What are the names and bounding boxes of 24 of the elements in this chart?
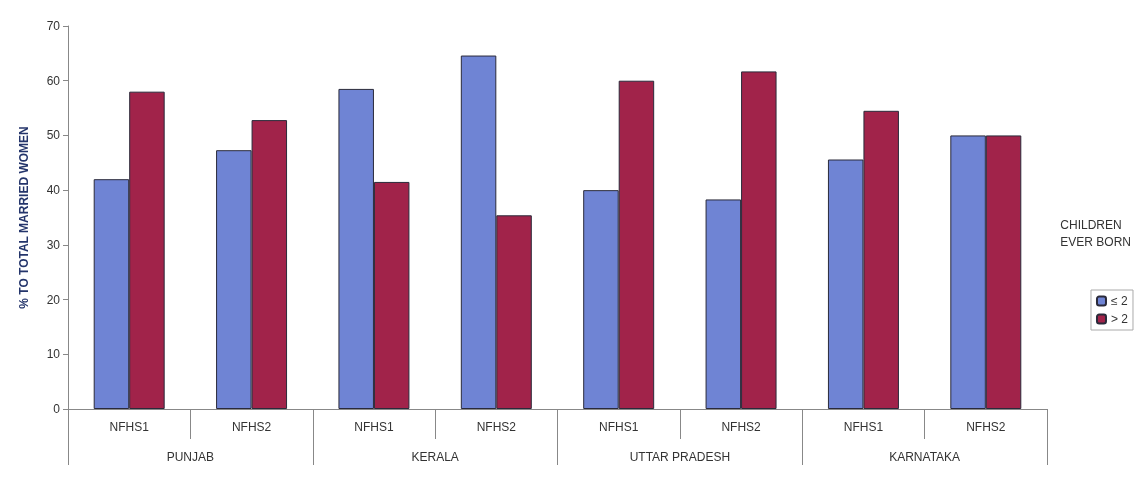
y-tick-label: 10: [46, 347, 61, 362]
text: KERALA: [411, 450, 459, 464]
y-tick-label: 60: [46, 73, 61, 88]
legend-title: CHILDREN EVER BORN: [1060, 217, 1132, 249]
x-tick-label: NFHS2: [476, 420, 517, 434]
y-axis-title: % TO TOTAL MARRIED WOMEN: [17, 126, 31, 309]
x-tick-label: NFHS1: [599, 420, 639, 434]
y-tick-label: 50: [46, 128, 61, 143]
text: PUNJAB: [166, 450, 215, 464]
x-tick-label: NFHS1: [354, 420, 394, 434]
legend-label: > 2: [1110, 312, 1129, 326]
y-tick-label: 0: [53, 402, 61, 416]
x-tick-label: NFHS2: [966, 420, 1006, 434]
text: KARNATAKA: [889, 450, 961, 464]
y-tick-label: 30: [46, 237, 61, 252]
x-tick-label: NFHS1: [109, 420, 150, 434]
x-tick-label: NFHS2: [231, 420, 272, 434]
legend-label: ≤ 2: [1110, 294, 1128, 308]
x-tick-label: NFHS1: [843, 420, 884, 434]
x-tick-label: NFHS2: [721, 420, 762, 434]
text: UTTAR PRADESH: [629, 450, 731, 464]
y-tick-label: 40: [46, 183, 61, 198]
y-tick-label: 20: [46, 292, 61, 307]
y-tick-label: 70: [46, 19, 61, 33]
